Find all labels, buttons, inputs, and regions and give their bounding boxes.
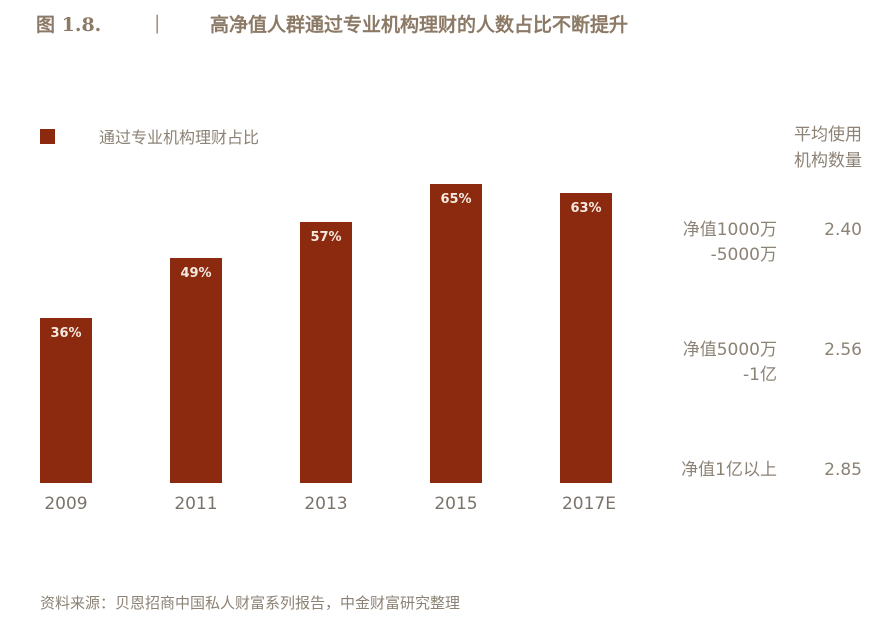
x-tick-label: 2011: [174, 494, 218, 514]
side-header-line1: 平均使用: [794, 125, 862, 145]
side-table-row: 净值1000万 -5000万 2.40: [617, 218, 862, 268]
figure-number: 图 1.8.: [36, 13, 102, 36]
legend-label: 通过专业机构理财占比: [99, 128, 260, 147]
side-table-row: 净值1亿以上 2.85: [617, 458, 862, 483]
segment-label: 净值1000万 -5000万: [617, 218, 777, 268]
bar-value-label: 36%: [50, 326, 82, 341]
legend: 通过专业机构理财占比: [40, 124, 259, 148]
figure-title: 图 1.8. | 高净值人群通过专业机构理财的人数占比不断提升: [36, 8, 628, 38]
bar-value-label: 63%: [570, 201, 602, 216]
segment-label: 净值1亿以上: [617, 458, 777, 483]
bar-2015: 65%: [430, 184, 482, 483]
side-table-row: 净值5000万 -1亿 2.56: [617, 338, 862, 388]
x-tick-label: 2009: [44, 494, 88, 514]
segment-label-line2: -5000万: [710, 245, 777, 265]
bar-2011: 49%: [170, 258, 222, 483]
segment-value: 2.40: [824, 220, 862, 240]
chart-title: 高净值人群通过专业机构理财的人数占比不断提升: [210, 13, 629, 36]
title-separator: |: [154, 12, 161, 34]
segment-label-line1: 净值1亿以上: [681, 460, 777, 480]
segment-label: 净值5000万 -1亿: [617, 338, 777, 388]
bar-value-label: 57%: [310, 230, 342, 245]
side-header-line2: 机构数量: [794, 151, 862, 171]
bar-2017e: 63%: [560, 193, 612, 483]
side-table-header: 平均使用 机构数量: [794, 122, 862, 174]
segment-label-line1: 净值1000万: [682, 220, 777, 240]
bar-value-label: 65%: [440, 192, 472, 207]
bar-2009: 36%: [40, 318, 92, 483]
source-note: 资料来源：贝恩招商中国私人财富系列报告，中金财富研究整理: [40, 594, 461, 612]
bar-2013: 57%: [300, 222, 352, 483]
segment-label-line2: -1亿: [743, 365, 777, 385]
bar-value-label: 49%: [180, 266, 212, 281]
legend-swatch-icon: [40, 128, 55, 144]
segment-value: 2.56: [824, 340, 862, 360]
segment-label-line1: 净值5000万: [682, 340, 777, 360]
segment-value: 2.85: [824, 460, 862, 480]
x-tick-label: 2015: [434, 494, 478, 514]
x-tick-label: 2013: [304, 494, 348, 514]
x-tick-label: 2017E: [561, 494, 616, 514]
